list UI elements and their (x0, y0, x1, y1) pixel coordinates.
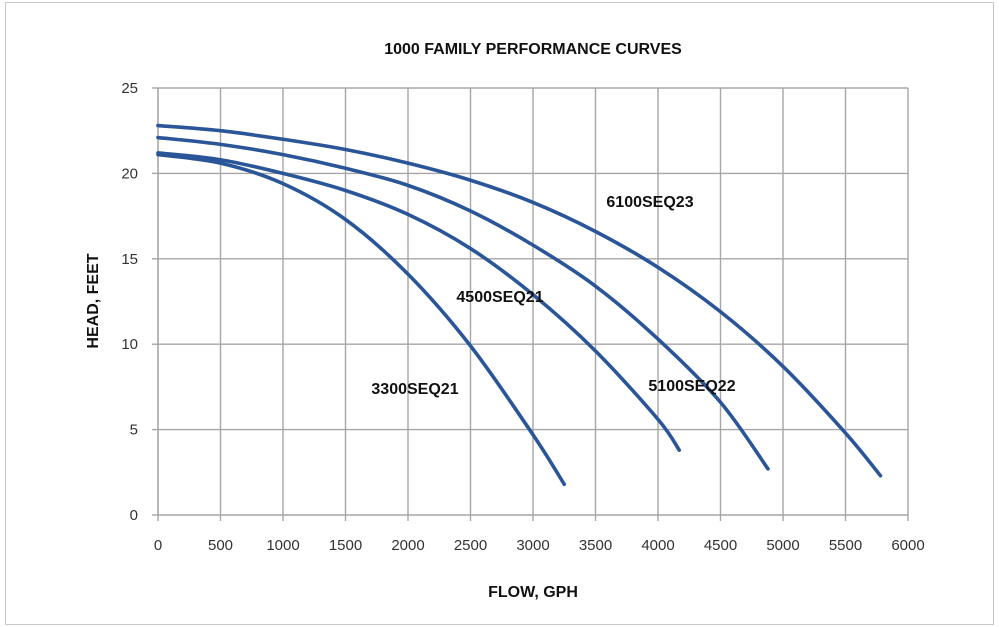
x-tick-label: 1500 (329, 537, 362, 554)
x-axis-title: FLOW, GPH (488, 584, 578, 601)
x-tick-label: 2500 (454, 537, 487, 554)
y-tick-label: 15 (121, 251, 138, 268)
series-label-6100seq23: 6100SEQ23 (606, 194, 693, 211)
x-tick-label: 6000 (891, 537, 924, 554)
series-line-5100seq22 (156, 135, 770, 471)
y-tick-label: 25 (121, 80, 138, 97)
series-labels: 3300SEQ21 4500SEQ21 5100SEQ22 6100SEQ23 (371, 194, 735, 398)
y-axis-title: HEAD, FEET (85, 253, 102, 348)
x-tick-label: 500 (208, 537, 233, 554)
series-lines (156, 123, 883, 487)
y-axis-ticks: 0 5 10 15 20 25 (121, 80, 158, 524)
y-tick-label: 0 (130, 507, 138, 524)
series-label-3300seq21: 3300SEQ21 (371, 381, 458, 398)
x-tick-label: 0 (154, 537, 162, 554)
x-tick-label: 3000 (516, 537, 549, 554)
chart-title: 1000 FAMILY PERFORMANCE CURVES (384, 41, 682, 58)
x-tick-label: 4500 (704, 537, 737, 554)
series-line-3300seq21 (156, 152, 567, 487)
x-tick-label: 4000 (641, 537, 674, 554)
series-line-4500seq21 (156, 151, 682, 452)
x-tick-label: 1000 (266, 537, 299, 554)
y-tick-label: 10 (121, 336, 138, 353)
series-line-6100seq23 (156, 123, 883, 478)
chart-frame (5, 2, 994, 625)
y-tick-label: 20 (121, 165, 138, 182)
x-tick-label: 5000 (766, 537, 799, 554)
x-tick-label: 3500 (579, 537, 612, 554)
x-tick-label: 5500 (829, 537, 862, 554)
series-label-4500seq21: 4500SEQ21 (456, 289, 543, 306)
x-axis-ticks: 0 500 1000 1500 2000 2500 3000 3500 4000 4500 5000… (154, 515, 925, 554)
x-tick-label: 2000 (391, 537, 424, 554)
series-label-5100seq22: 5100SEQ22 (648, 378, 735, 395)
y-tick-label: 5 (130, 422, 138, 439)
